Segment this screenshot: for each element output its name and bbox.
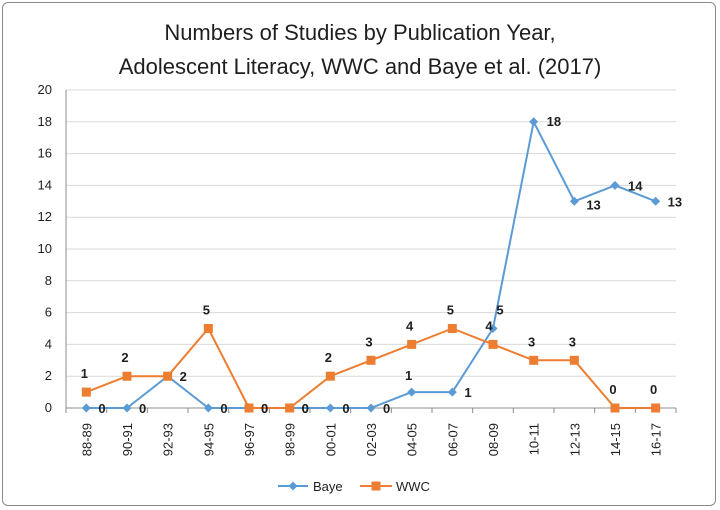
wwc-data-label: 0 <box>261 401 268 416</box>
chart-title-line-1: Numbers of Studies by Publication Year, <box>164 20 555 45</box>
y-tick-label: 2 <box>45 368 52 383</box>
baye-marker <box>447 387 457 397</box>
y-tick-label: 10 <box>38 241 52 256</box>
baye-marker <box>651 196 661 206</box>
baye-marker <box>610 180 620 190</box>
baye-data-label: 0 <box>342 401 349 416</box>
chart-title-line-2: Adolescent Literacy, WWC and Baye et al.… <box>119 54 602 79</box>
wwc-marker <box>366 355 376 365</box>
series-line-baye <box>86 120 657 409</box>
wwc-marker <box>81 387 91 397</box>
x-tick-label: 10-11 <box>527 423 542 455</box>
wwc-marker <box>163 371 173 381</box>
baye-data-label: 1 <box>405 368 412 383</box>
baye-data-label: 18 <box>547 114 561 129</box>
baye-marker <box>407 387 417 397</box>
baye-marker <box>529 117 539 127</box>
wwc-data-label: 3 <box>569 334 576 349</box>
x-tick-label: 90-91 <box>120 423 135 456</box>
x-tick-label: 12-13 <box>567 423 582 456</box>
legend: Baye WWC <box>278 479 430 494</box>
x-tick-label: 04-05 <box>405 423 420 456</box>
baye-data-label: 14 <box>628 178 643 193</box>
series <box>81 117 661 413</box>
legend-wwc-label: WWC <box>396 479 430 494</box>
wwc-marker <box>569 355 579 365</box>
y-tick-label: 6 <box>45 305 52 320</box>
x-tick-label: 16-17 <box>649 423 664 456</box>
wwc-data-label: 4 <box>406 318 414 333</box>
x-tick-label: 14-15 <box>608 423 623 456</box>
baye-data-label: 0 <box>220 401 227 416</box>
wwc-marker <box>651 403 661 413</box>
legend-baye-marker <box>288 481 298 491</box>
x-tick-label: 00-01 <box>323 423 338 456</box>
baye-data-label: 0 <box>261 401 268 416</box>
y-tick-label: 16 <box>38 146 52 161</box>
baye-data-label: 1 <box>464 385 471 400</box>
x-tick-label: 98-99 <box>283 423 298 456</box>
baye-marker <box>325 403 335 413</box>
baye-data-label: 0 <box>139 401 146 416</box>
x-tick-label: 92-93 <box>161 423 176 456</box>
baye-marker <box>81 403 91 413</box>
x-tick-label: 02-03 <box>364 423 379 456</box>
y-tick-label: 0 <box>45 400 52 415</box>
baye-data-label: 2 <box>180 369 187 384</box>
y-tick-label: 20 <box>38 82 52 97</box>
wwc-marker <box>529 355 539 365</box>
baye-data-label: 0 <box>383 401 390 416</box>
x-tick-label: 94-95 <box>201 423 216 456</box>
wwc-data-label: 0 <box>650 382 657 397</box>
baye-data-label: 5 <box>496 303 503 318</box>
wwc-marker <box>325 371 335 381</box>
baye-data-label: 13 <box>668 194 682 209</box>
y-tick-label: 4 <box>45 336 52 351</box>
baye-marker <box>203 403 213 413</box>
wwc-data-label: 1 <box>81 366 88 381</box>
wwc-data-label: 5 <box>203 303 210 318</box>
legend-wwc-marker <box>371 481 381 491</box>
wwc-data-label: 3 <box>365 334 372 349</box>
baye-marker <box>366 403 376 413</box>
y-tick-label: 18 <box>38 114 52 129</box>
wwc-marker <box>610 403 620 413</box>
x-tick-label: 08-09 <box>486 423 501 456</box>
baye-data-label: 0 <box>98 401 105 416</box>
baye-data-label: 13 <box>586 197 600 212</box>
wwc-data-label: 2 <box>121 350 128 365</box>
wwc-marker <box>488 339 498 349</box>
wwc-data-label: 0 <box>302 401 309 416</box>
wwc-marker <box>407 339 417 349</box>
y-tick-label: 12 <box>38 209 52 224</box>
wwc-marker <box>285 403 295 413</box>
wwc-marker <box>447 324 457 333</box>
wwc-marker <box>203 324 213 333</box>
wwc-marker <box>122 371 132 381</box>
wwc-data-label: 2 <box>325 350 332 365</box>
x-tick-label: 06-07 <box>445 423 460 456</box>
baye-data-label: 0 <box>302 401 309 416</box>
x-tick-label: 96-97 <box>242 423 257 456</box>
baye-marker <box>569 196 579 206</box>
legend-baye-label: Baye <box>313 479 343 494</box>
wwc-data-label: 0 <box>609 382 616 397</box>
x-tick-label: 88-89 <box>79 423 94 456</box>
wwc-data-label: 4 <box>485 318 493 333</box>
wwc-data-label: 3 <box>528 334 535 349</box>
baye-marker <box>488 324 498 333</box>
baye-marker <box>122 403 132 413</box>
y-tick-label: 8 <box>45 273 52 288</box>
wwc-marker <box>244 403 254 413</box>
y-tick-label: 14 <box>38 177 52 192</box>
wwc-data-label: 5 <box>447 303 454 318</box>
